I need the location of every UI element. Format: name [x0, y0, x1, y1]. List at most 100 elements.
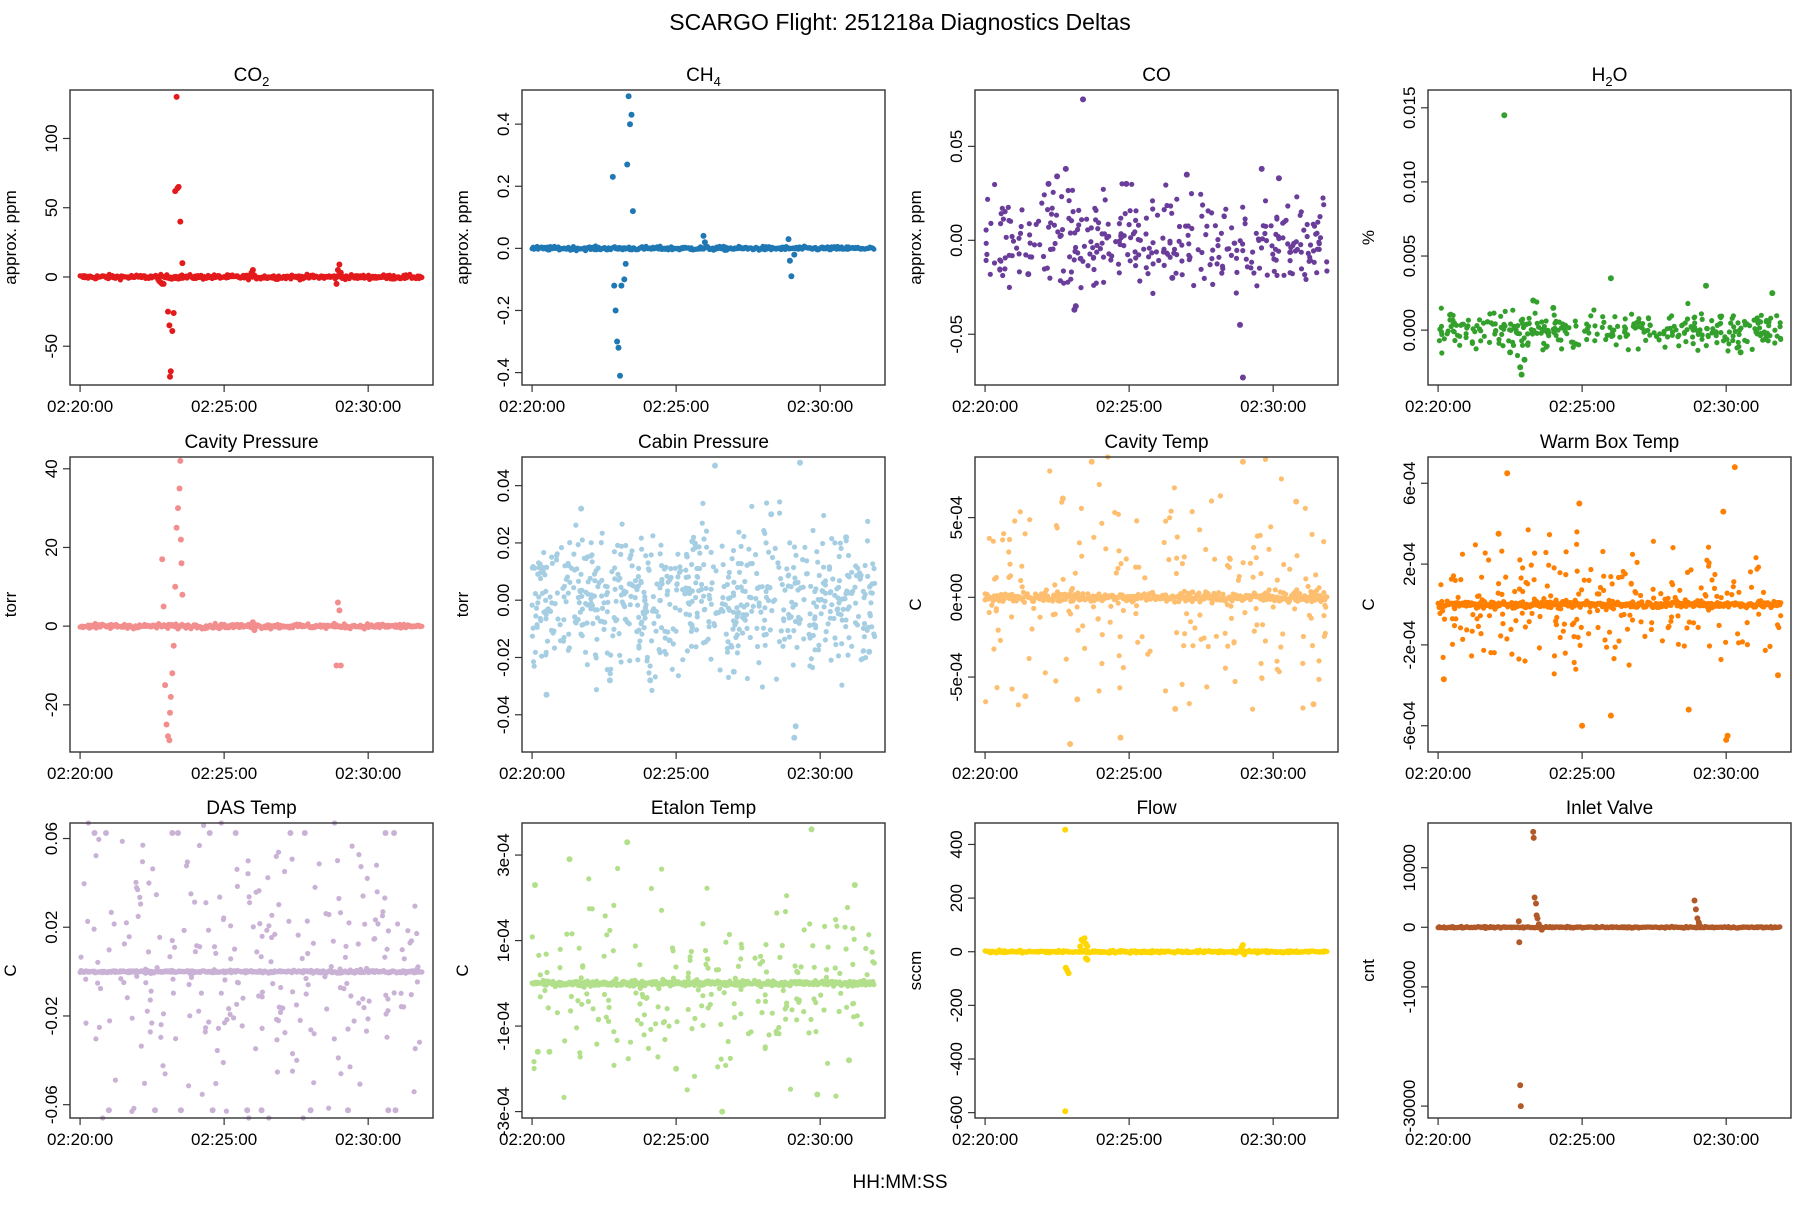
data-point: [1574, 529, 1579, 534]
y-tick-label: 50: [42, 198, 61, 217]
data-point: [1037, 242, 1042, 247]
data-point: [1749, 585, 1754, 590]
data-point: [774, 1031, 779, 1036]
data-point: [1314, 588, 1319, 593]
data-point: [213, 1081, 218, 1086]
data-point: [1117, 270, 1122, 275]
data-point: [629, 112, 635, 118]
data-point: [1452, 338, 1457, 343]
data-point: [1167, 515, 1172, 520]
data-point: [634, 629, 639, 634]
data-point: [1636, 324, 1641, 329]
data-point: [278, 985, 283, 990]
data-point: [828, 616, 833, 621]
data-point: [1292, 606, 1297, 611]
data-point: [630, 563, 635, 568]
data-point: [1662, 601, 1667, 606]
data-point: [551, 630, 556, 635]
data-point: [1610, 581, 1615, 586]
data-point: [709, 550, 714, 555]
data-point: [589, 552, 594, 557]
data-point: [824, 967, 829, 972]
data-point: [326, 912, 331, 917]
data-point: [1009, 592, 1014, 597]
data-point: [550, 561, 555, 566]
data-point: [1454, 323, 1459, 328]
data-point: [1270, 252, 1275, 257]
data-point: [738, 1011, 743, 1016]
data-point: [809, 656, 814, 661]
data-point: [1487, 340, 1492, 345]
data-point: [234, 867, 239, 872]
data-point: [1603, 337, 1608, 342]
data-point: [1050, 206, 1055, 211]
data-point: [1087, 251, 1092, 256]
data-point: [1133, 611, 1138, 616]
data-point: [83, 1021, 88, 1026]
data-point: [627, 658, 632, 663]
data-point: [536, 953, 541, 958]
data-point: [1027, 232, 1032, 237]
data-point: [217, 895, 222, 900]
data-point: [1269, 243, 1274, 248]
data-point: [1117, 221, 1122, 226]
data-point: [1203, 547, 1208, 552]
data-point: [1699, 585, 1704, 590]
data-point: [536, 560, 541, 565]
data-point: [311, 1080, 316, 1085]
data-point: [700, 921, 705, 926]
data-point: [1527, 619, 1532, 624]
data-point: [1478, 631, 1483, 636]
data-point: [329, 964, 334, 969]
data-point: [1000, 537, 1005, 542]
data-point: [1272, 269, 1277, 274]
data-point: [149, 989, 154, 994]
data-point: [1616, 638, 1621, 643]
data-point: [608, 671, 613, 676]
data-point: [1254, 606, 1259, 611]
x-tick-label: 02:25:00: [1096, 764, 1162, 783]
data-point: [761, 626, 766, 631]
data-point: [739, 584, 744, 589]
data-point: [846, 635, 851, 640]
data-point: [751, 604, 756, 609]
data-point: [188, 891, 193, 896]
data-point: [636, 643, 641, 648]
data-point: [140, 843, 145, 848]
data-point: [1133, 565, 1138, 570]
data-point: [253, 1046, 258, 1051]
data-point: [1225, 644, 1230, 649]
data-point: [1675, 613, 1680, 618]
data-point: [356, 1001, 361, 1006]
data-point: [633, 943, 638, 948]
data-point: [870, 950, 875, 955]
data-point: [1442, 617, 1447, 622]
data-point: [709, 992, 714, 997]
data-point: [412, 904, 417, 909]
data-point: [83, 977, 88, 982]
data-point: [1625, 627, 1630, 632]
data-point: [705, 957, 710, 962]
data-point: [1523, 322, 1528, 327]
data-point: [1649, 620, 1654, 625]
data-point: [1316, 658, 1321, 663]
data-point: [1537, 614, 1542, 619]
data-point: [838, 612, 843, 617]
data-point: [736, 530, 741, 535]
data-point: [1636, 316, 1641, 321]
data-point: [232, 947, 237, 952]
data-point: [1558, 338, 1563, 343]
data-point: [554, 557, 559, 562]
data-point: [736, 610, 741, 615]
data-point: [562, 563, 567, 568]
data-point: [1582, 578, 1587, 583]
data-point: [1250, 707, 1255, 712]
data-point: [112, 921, 117, 926]
data-point: [593, 652, 598, 657]
data-point: [1723, 640, 1728, 645]
data-point: [269, 913, 274, 918]
data-point: [709, 602, 714, 607]
data-point: [357, 1082, 362, 1087]
data-point: [762, 618, 767, 623]
data-point: [1187, 257, 1192, 262]
